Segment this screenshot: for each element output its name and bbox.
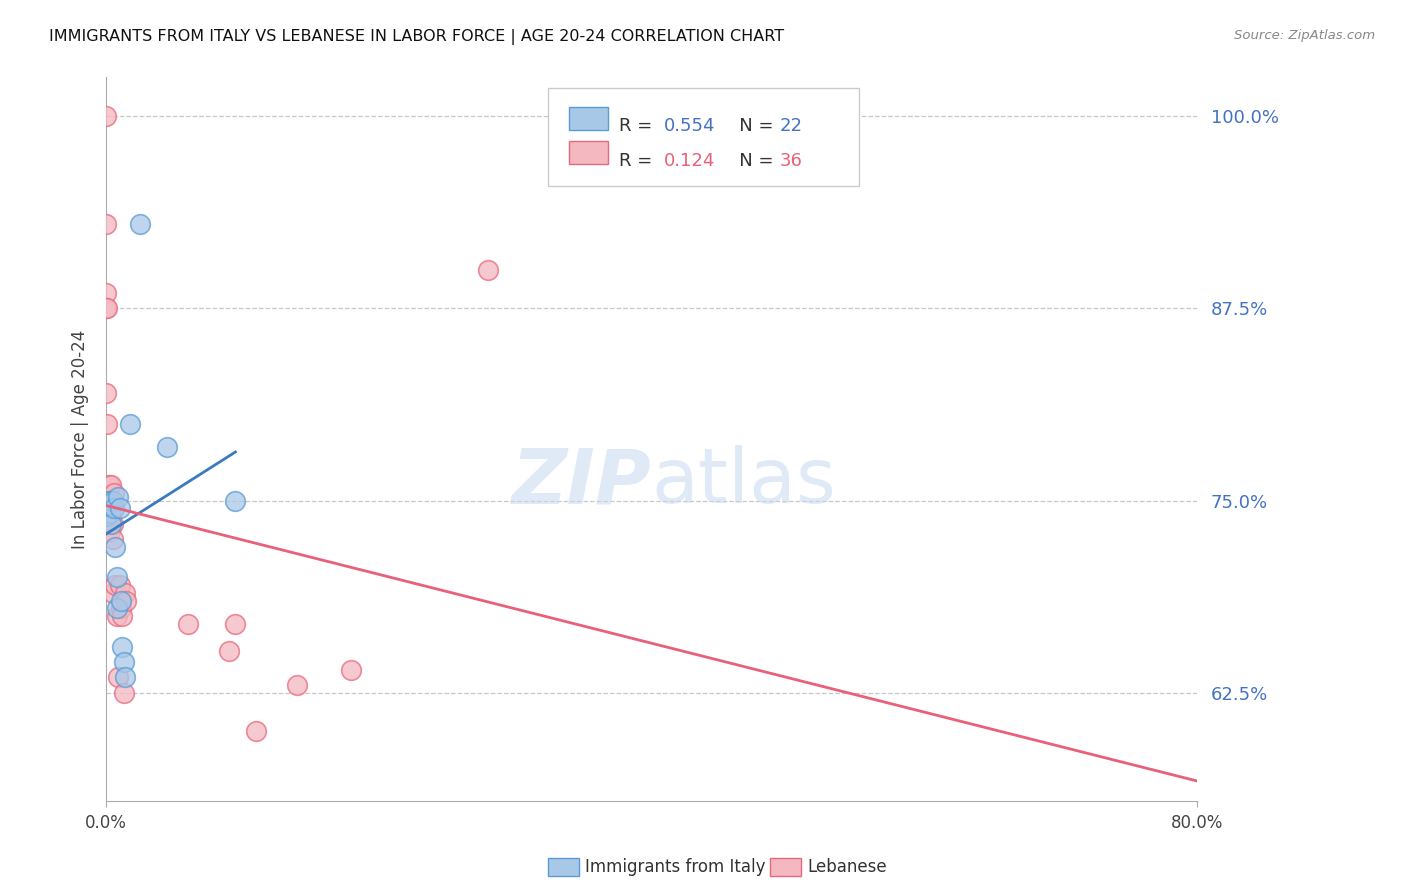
Point — [107, 491, 129, 505]
Point — [100, 478, 122, 492]
Point — [94, 301, 117, 316]
Text: ZIP: ZIP — [512, 445, 651, 519]
Point — [94, 385, 117, 400]
Y-axis label: In Labor Force | Age 20-24: In Labor Force | Age 20-24 — [72, 329, 89, 549]
Point — [98, 501, 121, 516]
Point — [98, 524, 121, 539]
Text: 36: 36 — [780, 152, 803, 169]
Point — [285, 678, 308, 692]
Point — [100, 508, 122, 523]
Point — [96, 301, 118, 316]
Point — [94, 501, 117, 516]
Point — [101, 532, 124, 546]
Point — [94, 217, 117, 231]
Point — [224, 493, 246, 508]
Text: atlas: atlas — [651, 445, 837, 519]
Point — [115, 593, 138, 607]
Point — [94, 109, 117, 123]
Point — [224, 616, 246, 631]
Point — [114, 586, 136, 600]
FancyBboxPatch shape — [548, 88, 859, 186]
Point — [110, 601, 132, 615]
Point — [97, 478, 120, 492]
Point — [98, 493, 121, 508]
FancyBboxPatch shape — [569, 107, 607, 130]
Point — [100, 493, 122, 508]
Point — [156, 440, 179, 454]
Text: 22: 22 — [780, 117, 803, 136]
Point — [100, 516, 122, 531]
Point — [101, 516, 124, 531]
Point — [94, 285, 117, 300]
Point — [112, 686, 135, 700]
Point — [177, 616, 200, 631]
Point — [98, 493, 121, 508]
Point — [104, 578, 127, 592]
Point — [97, 493, 120, 508]
Point — [245, 724, 267, 739]
Point — [129, 217, 152, 231]
Point — [103, 485, 125, 500]
Text: R =: R = — [619, 117, 664, 136]
Point — [120, 417, 142, 431]
Point — [218, 644, 240, 658]
Text: Source: ZipAtlas.com: Source: ZipAtlas.com — [1234, 29, 1375, 42]
Text: R =: R = — [619, 152, 664, 169]
Point — [108, 578, 131, 592]
Point — [105, 601, 128, 615]
FancyBboxPatch shape — [569, 141, 607, 164]
Point — [101, 493, 124, 508]
Point — [108, 501, 131, 516]
Point — [94, 493, 117, 508]
Point — [111, 608, 134, 623]
Point — [103, 501, 125, 516]
Text: 0.124: 0.124 — [665, 152, 716, 169]
Point — [98, 497, 121, 511]
Text: N =: N = — [723, 117, 779, 136]
Point — [340, 663, 363, 677]
Text: Lebanese: Lebanese — [807, 858, 887, 876]
Point — [477, 262, 499, 277]
Point — [112, 655, 135, 669]
Point — [104, 540, 127, 554]
Point — [111, 640, 134, 654]
Text: 0.554: 0.554 — [665, 117, 716, 136]
Text: Immigrants from Italy: Immigrants from Italy — [585, 858, 765, 876]
Point — [101, 586, 124, 600]
Text: N =: N = — [723, 152, 779, 169]
Point — [110, 593, 132, 607]
Point — [107, 670, 129, 684]
Point — [96, 417, 118, 431]
Point — [103, 501, 125, 516]
Point — [94, 508, 117, 523]
Point — [114, 670, 136, 684]
Text: IMMIGRANTS FROM ITALY VS LEBANESE IN LABOR FORCE | AGE 20-24 CORRELATION CHART: IMMIGRANTS FROM ITALY VS LEBANESE IN LAB… — [49, 29, 785, 45]
Point — [105, 608, 128, 623]
Point — [98, 506, 121, 520]
Point — [105, 570, 128, 584]
